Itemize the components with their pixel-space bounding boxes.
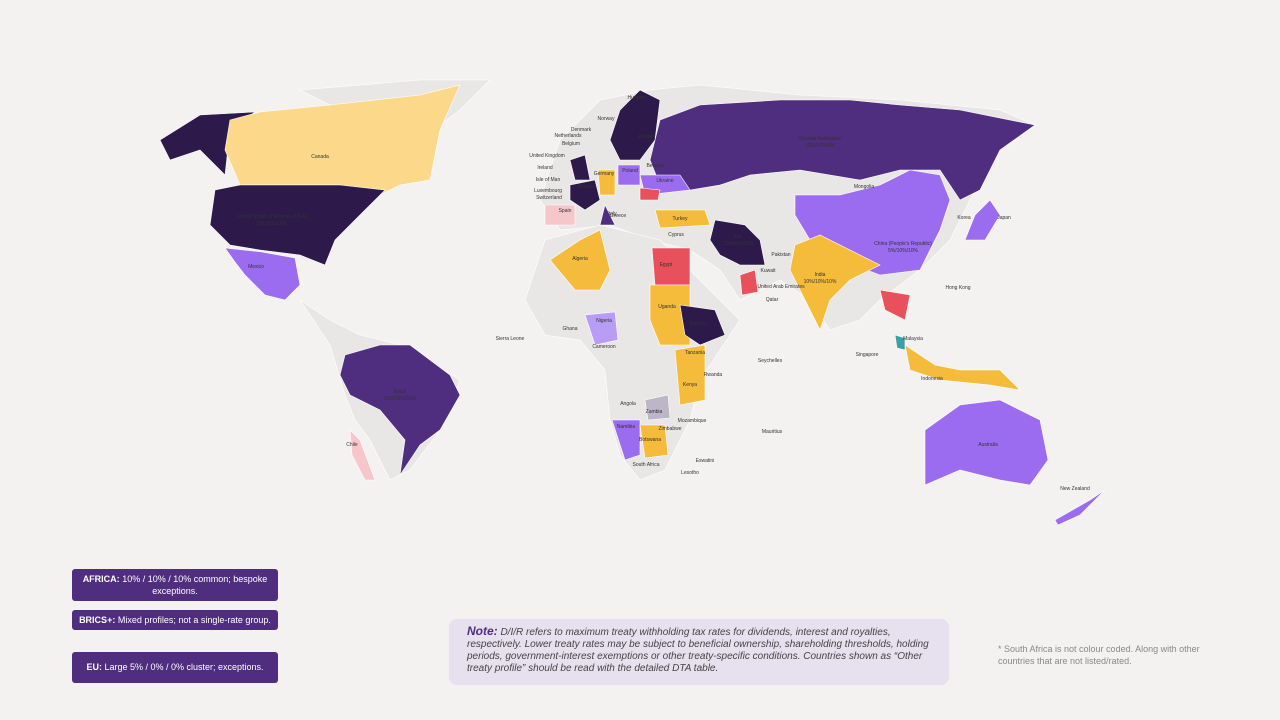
country-name: Sierra Leone [496,336,525,342]
country-name: Angola [620,401,636,407]
legend-label: AFRICA: [82,574,120,584]
legend-eu: EU: Large 5% / 0% / 0% cluster; exceptio… [72,652,278,683]
country-name: Denmark [571,127,592,133]
country-name: Ireland [537,165,553,171]
country-name: Belarus [647,163,664,169]
country-name: Netherlands [555,133,582,139]
country-name: United States of America (USA) [237,214,307,220]
legend-africa: AFRICA: 10% / 10% / 10% common; bespoke … [72,569,278,601]
country-name: Egypt [660,262,673,268]
footnote: * South Africa is not colour coded. Alon… [998,644,1200,666]
country-name: Spain [559,208,572,214]
country-name: China (People's Republic) [874,241,932,247]
country-name: Indonesia [921,376,943,382]
country-name: Mexico [248,264,264,270]
country-rates: 5%/10%/10% [888,248,919,254]
country-name: Rwanda [704,372,723,378]
legend-brics: BRICS+: Mixed profiles; not a single-rat… [72,610,278,630]
country-name: Mongolia [854,184,875,190]
note-label: Note: [467,624,498,638]
country-name: India [815,272,826,278]
country-name: Chile [346,442,358,448]
country-name: Nigeria [596,318,612,324]
country-name: Brazil [394,389,407,395]
country-name: Cameroon [592,344,616,350]
country-name: Luxembourg [534,188,562,194]
note-text: D/I/R refers to maximum treaty withholdi… [467,627,929,674]
country-name: Korea [957,215,971,221]
country-name: Norway [598,116,615,122]
country-name: Seychelles [758,358,783,364]
legend-label: BRICS+: [79,615,116,625]
country-name: Iran [734,234,743,240]
country-name: Italy [607,211,617,217]
country-name: Turkey [672,216,688,222]
country-name: Belgium [562,141,580,147]
country-name: Isle of Man [536,177,561,183]
country-name: Ethiopia [690,321,708,327]
country-name: Ukraine [656,178,673,184]
country-name: Poland [622,168,638,174]
country-name: Malaysia [903,336,923,342]
country-name: Zimbabwe [658,426,681,432]
country-name: Pakistan [771,252,790,258]
country-name: Qatar [766,297,779,303]
country-name: Eswatini [696,458,715,464]
country-name: Mauritius [762,429,783,435]
country-name: Namibia [617,424,636,430]
country-name: South Africa [633,462,660,468]
country-name: New Zealand [1060,486,1090,492]
country-name: Mozambique [678,418,707,424]
countries [159,84,1106,526]
country-rates: 10%/10%/10% [804,279,837,285]
legend-text: 10% / 10% / 10% common; bespoke exceptio… [122,574,268,596]
country-name: Tanzania [685,350,705,356]
legend-label: EU: [86,662,102,672]
country-name: Ghana [562,326,577,332]
country-name: Switzerland [536,195,562,201]
country-name: Algeria [572,256,588,262]
country-name: Russian Federation [798,136,842,142]
note-box: Note: D/I/R refers to maximum treaty wit… [449,619,949,685]
country-name: United Kingdom [529,153,565,159]
country-rates: 10%/15%/10% [384,396,417,402]
country-rates: 5%/10%/10% [257,221,288,227]
country-name: Botswana [639,437,661,443]
country-name: Singapore [856,352,879,358]
country-name: Finland [639,134,656,140]
country-rates: 10%/5%/10% [723,241,754,247]
country-name: Australia [978,442,998,448]
country-name: Greece [610,213,627,219]
country-rates: 10%/10%/0% [805,143,836,149]
country-name: Hungary [628,95,647,101]
country-name: United Arab Emirates [757,284,805,290]
country-name: Zambia [646,409,663,415]
country-name: Lesotho [681,470,699,476]
country-name: Hong Kong [945,285,970,291]
country-name: France [579,184,595,190]
country-name: Uganda [658,304,676,310]
legend-text: Mixed profiles; not a single-rate group. [117,615,271,625]
country-name: Germany [594,171,615,177]
country-name: Cyprus [668,232,684,238]
country-name: Kenya [683,382,697,388]
country-name: Kuwait [760,268,776,274]
country-name: Canada [311,154,329,160]
legend-text: Large 5% / 0% / 0% cluster; exceptions. [104,662,264,672]
country-name: Japan [997,215,1011,221]
